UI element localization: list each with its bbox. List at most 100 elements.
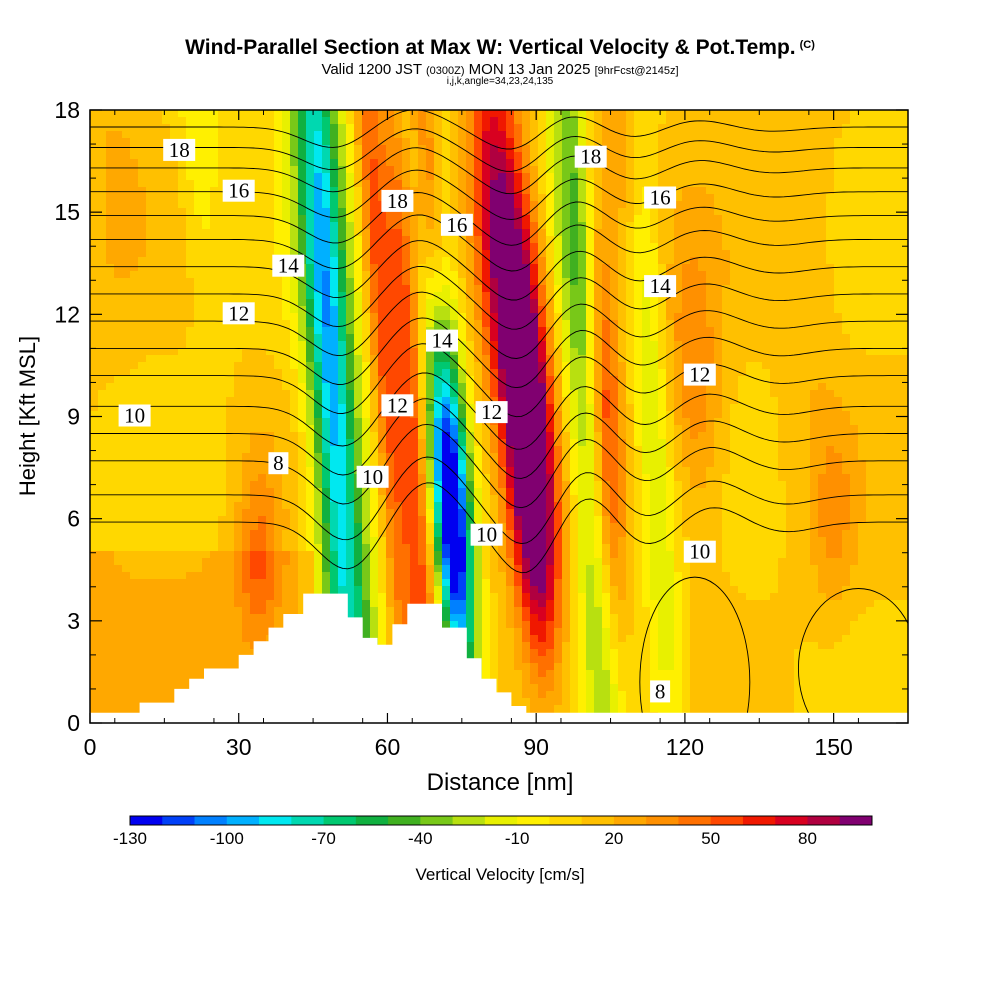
field-cell xyxy=(634,313,643,321)
field-cell xyxy=(690,425,699,433)
field-cell xyxy=(674,285,683,293)
field-cell xyxy=(338,355,347,363)
field-cell xyxy=(810,131,819,139)
field-cell xyxy=(178,390,187,398)
field-cell xyxy=(330,236,339,244)
field-cell xyxy=(402,390,411,398)
field-cell xyxy=(466,124,475,132)
field-cell xyxy=(754,215,763,223)
field-cell xyxy=(810,180,819,188)
field-cell xyxy=(842,285,851,293)
field-cell xyxy=(850,404,859,412)
field-cell xyxy=(98,341,107,349)
field-cell xyxy=(890,383,899,391)
field-cell xyxy=(194,285,203,293)
field-cell xyxy=(690,341,699,349)
field-cell xyxy=(418,334,427,342)
field-cell xyxy=(514,152,523,160)
field-cell xyxy=(362,313,371,321)
field-cell xyxy=(410,131,419,139)
field-cell xyxy=(482,439,491,447)
field-cell xyxy=(178,124,187,132)
field-cell xyxy=(642,432,651,440)
field-cell xyxy=(298,432,307,440)
field-cell xyxy=(738,271,747,279)
field-cell xyxy=(562,376,571,384)
field-cell xyxy=(746,334,755,342)
field-cell xyxy=(626,271,635,279)
field-cell xyxy=(434,439,443,447)
field-cell xyxy=(778,376,787,384)
field-cell xyxy=(282,222,291,230)
field-cell xyxy=(522,187,531,195)
field-cell xyxy=(258,208,267,216)
field-cell xyxy=(346,306,355,314)
field-cell xyxy=(170,131,179,139)
field-cell xyxy=(138,229,147,237)
field-cell xyxy=(898,383,907,391)
field-cell xyxy=(378,250,387,258)
field-cell xyxy=(730,404,739,412)
field-cell xyxy=(682,278,691,286)
field-cell xyxy=(562,229,571,237)
field-cell xyxy=(274,348,283,356)
field-cell xyxy=(578,425,587,433)
field-cell xyxy=(506,243,515,251)
field-cell xyxy=(634,243,643,251)
field-cell xyxy=(266,271,275,279)
field-cell xyxy=(434,383,443,391)
field-cell xyxy=(634,439,643,447)
field-cell xyxy=(874,201,883,209)
field-cell xyxy=(346,264,355,272)
field-cell xyxy=(882,390,891,398)
field-cell xyxy=(362,348,371,356)
field-cell xyxy=(634,145,643,153)
field-cell xyxy=(594,250,603,258)
field-cell xyxy=(138,215,147,223)
field-cell xyxy=(498,369,507,377)
field-cell xyxy=(826,152,835,160)
field-cell xyxy=(698,159,707,167)
field-cell xyxy=(466,257,475,265)
field-cell xyxy=(186,320,195,328)
field-cell xyxy=(770,138,779,146)
field-cell xyxy=(386,383,395,391)
field-cell xyxy=(842,439,851,447)
field-cell xyxy=(578,278,587,286)
field-cell xyxy=(474,208,483,216)
field-cell xyxy=(530,117,539,125)
field-cell xyxy=(114,110,123,118)
field-cell xyxy=(562,110,571,118)
field-cell xyxy=(714,348,723,356)
field-cell xyxy=(802,327,811,335)
field-cell xyxy=(802,285,811,293)
field-cell xyxy=(690,320,699,328)
field-cell xyxy=(730,159,739,167)
field-cell xyxy=(458,355,467,363)
field-cell xyxy=(322,152,331,160)
field-cell xyxy=(610,215,619,223)
field-cell xyxy=(658,243,667,251)
field-cell xyxy=(330,320,339,328)
field-cell xyxy=(802,264,811,272)
field-cell xyxy=(594,180,603,188)
field-cell xyxy=(658,418,667,426)
field-cell xyxy=(618,383,627,391)
field-cell xyxy=(418,348,427,356)
field-cell xyxy=(658,376,667,384)
field-cell xyxy=(122,159,131,167)
field-cell xyxy=(674,271,683,279)
field-cell xyxy=(418,285,427,293)
field-cell xyxy=(506,250,515,258)
field-cell xyxy=(418,236,427,244)
field-cell xyxy=(682,145,691,153)
field-cell xyxy=(802,187,811,195)
field-cell xyxy=(138,250,147,258)
field-cell xyxy=(202,229,211,237)
field-cell xyxy=(794,229,803,237)
field-cell xyxy=(242,446,251,454)
field-cell xyxy=(202,124,211,132)
field-cell xyxy=(426,313,435,321)
field-cell xyxy=(122,334,131,342)
field-cell xyxy=(522,257,531,265)
